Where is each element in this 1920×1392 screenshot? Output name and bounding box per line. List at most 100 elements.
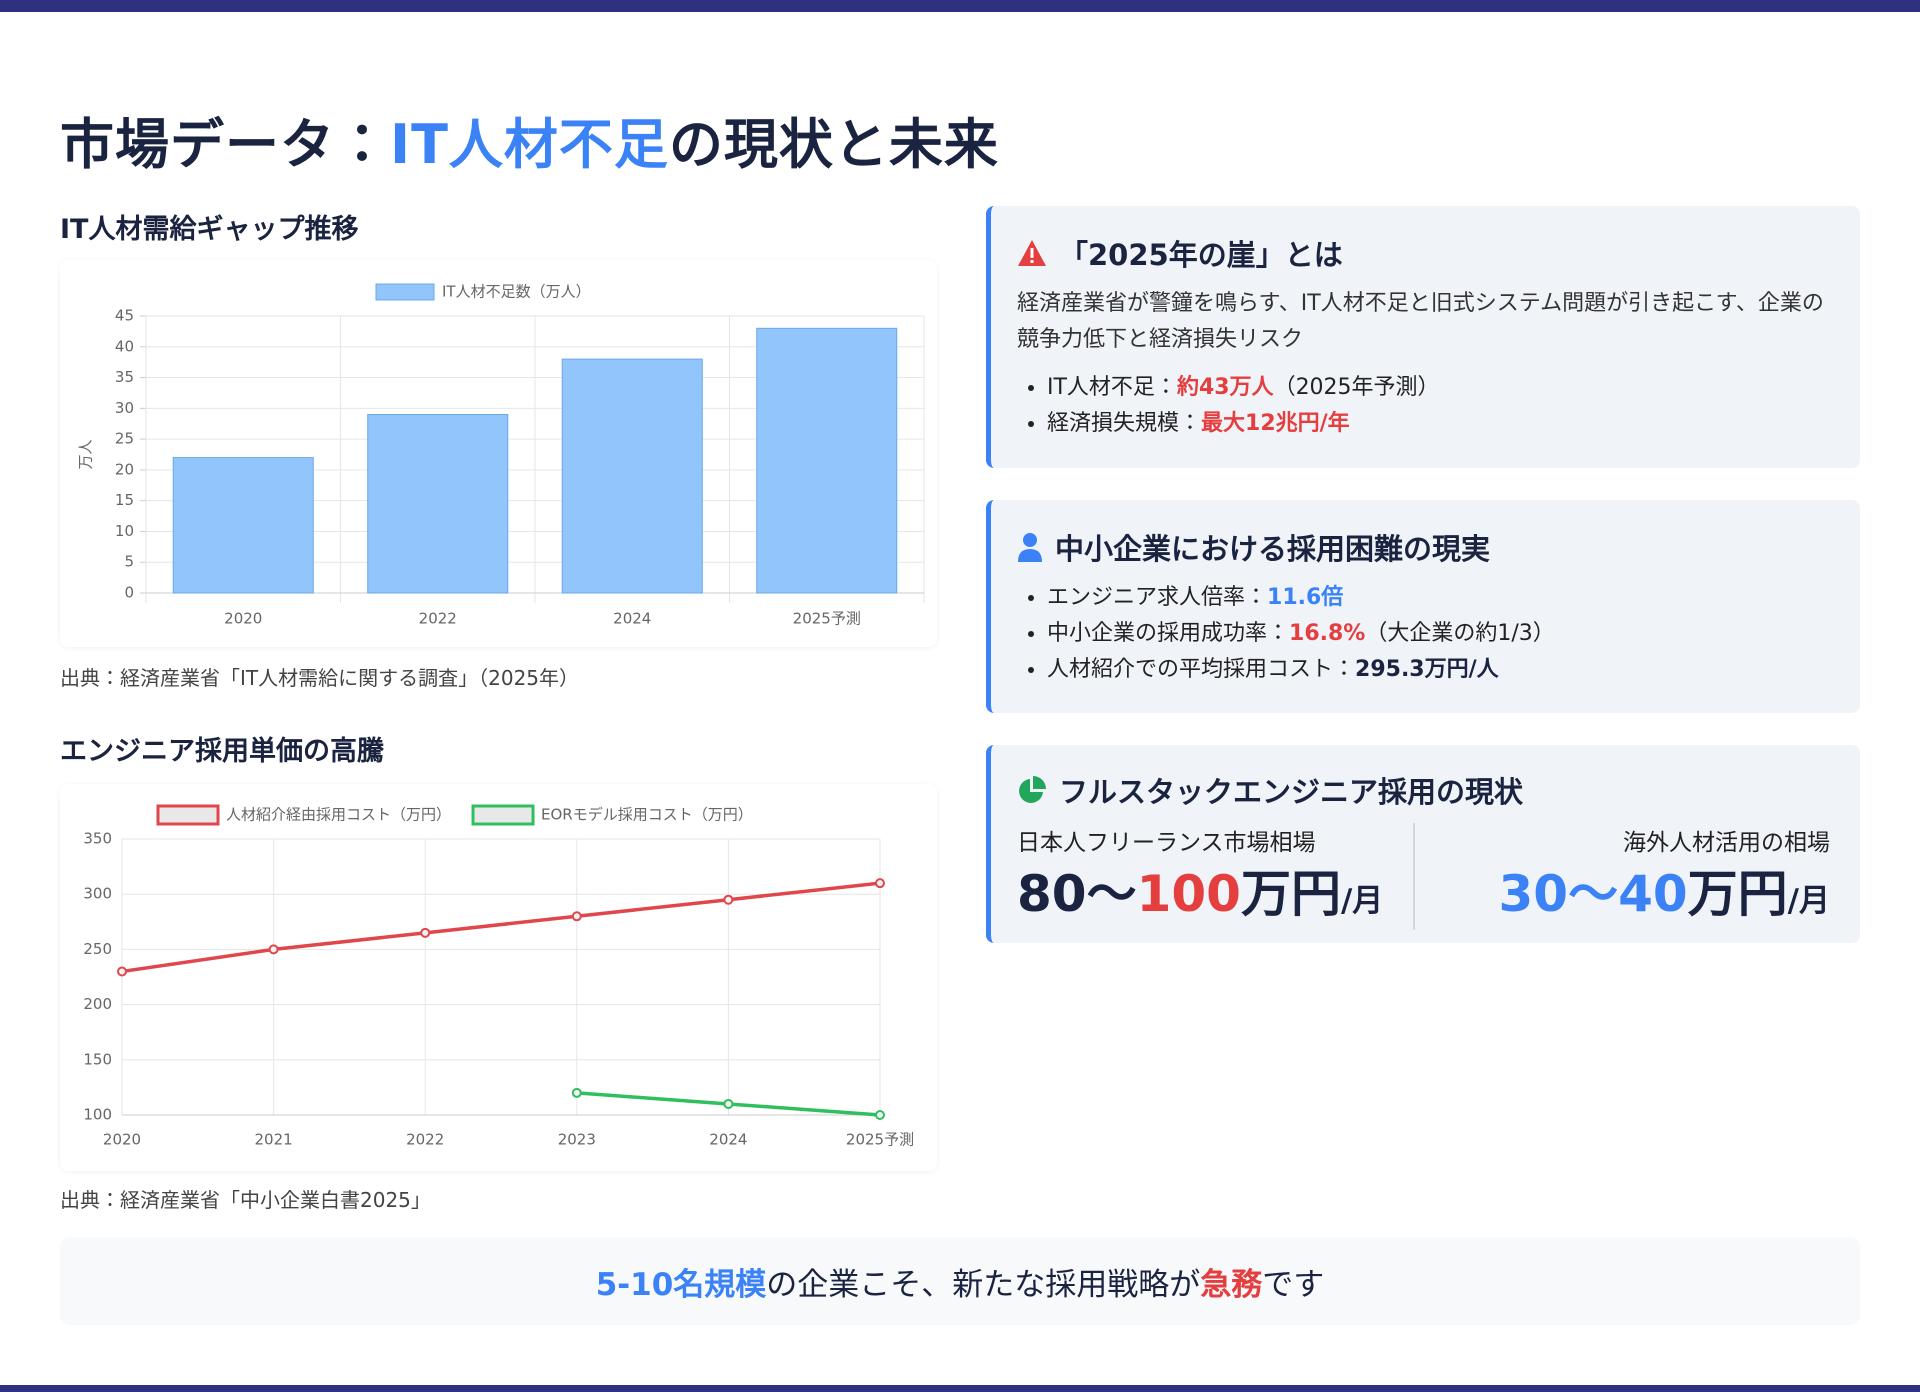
text-segment: 5-10名規模 (595, 1266, 767, 1303)
bullet-item: 人材紹介での平均採用コスト：295.3万円/人 (1047, 652, 1830, 688)
top-bar (0, 0, 1920, 12)
x-tick-label: 2024 (613, 610, 651, 628)
card-description: 経済産業省が警鐘を鳴らす、IT人材不足と旧式システム問題が引き起こす、企業の競争… (1017, 291, 1824, 352)
legend-swatch (375, 283, 435, 301)
y-tick-label: 350 (83, 830, 112, 848)
chart-title: エンジニア採用単価の高騰 (60, 736, 384, 767)
info-card: 中小企業における採用困難の現実 エンジニア求人倍率：11.6倍中小企業の採用成功… (986, 500, 1860, 713)
card-title: 「2025年の崖」とは (1059, 238, 1343, 272)
rate-column: 海外人材活用の相場 30〜40万円/月 (1412, 823, 1830, 930)
line-point (571, 1087, 582, 1098)
y-tick-label: 45 (115, 307, 134, 325)
y-tick-label: 150 (83, 1050, 112, 1068)
legend-label: EORモデル採用コスト（万円） (541, 806, 753, 824)
line-chart: 100 150 200 250 300 350 2020 2021 2022 2023 2024 20… (83, 804, 914, 1149)
y-tick-label: 300 (83, 885, 112, 903)
text-segment: 295.3万円/人 (1355, 657, 1499, 682)
text-segment: 30〜40 (1498, 865, 1688, 923)
line-point (420, 927, 431, 938)
x-tick-label: 2022 (406, 1131, 444, 1149)
chart-box: 100 150 200 250 300 350 2020 2021 2022 2023 2024 20… (60, 784, 937, 1171)
x-tick-label: 2020 (103, 1131, 141, 1149)
bullet-item: IT人材不足：約43万人（2025年予測） (1047, 370, 1830, 406)
text-segment: 人材紹介での平均採用コスト： (1047, 657, 1356, 682)
y-tick-label: 250 (83, 940, 112, 958)
line-point (875, 1110, 885, 1120)
card-title: 中小企業における採用困難の現実 (1055, 532, 1491, 566)
y-tick-label: 35 (115, 368, 134, 386)
legend-label: 人材紹介経由採用コスト（万円） (226, 806, 451, 824)
text-segment: エンジニア求人倍率： (1047, 585, 1268, 610)
text-segment: 経済損失規模： (1047, 411, 1202, 436)
person-icon (1018, 533, 1042, 562)
text-segment: 中小企業の採用成功率： (1047, 621, 1290, 646)
line-point (571, 911, 582, 922)
warning-icon (1018, 240, 1046, 266)
pie-icon (1019, 776, 1046, 803)
legend-label: IT人材不足数（万人） (442, 283, 591, 301)
rate-columns: 日本人フリーランス市場相場 80〜100万円/月 海外人材活用の相場 30〜40万円/… (1017, 823, 1830, 930)
line-point (875, 878, 885, 889)
legend-swatch (156, 804, 220, 826)
text-segment: の現状と未来 (668, 113, 999, 176)
rate-unit: /月 (1340, 883, 1384, 919)
line-point (268, 944, 279, 955)
y-tick-label: 5 (124, 553, 134, 571)
text-segment: です (1262, 1266, 1325, 1303)
bullet-list: エンジニア求人倍率：11.6倍中小企業の採用成功率：16.8%（大企業の約1/3… (1017, 580, 1830, 688)
y-tick-label: 100 (83, 1106, 112, 1124)
chart-box: 0 5 10 15 20 25 30 35 40 45 万人 IT人材不足数（万人） 2020 2022 2… (60, 260, 937, 647)
footer-message: 5-10名規模 の企業こそ、新たな採用戦略が 急務 です (60, 1237, 1860, 1325)
info-card: フルスタックエンジニア採用の現状 日本人フリーランス市場相場 80〜100万円/月… (986, 745, 1860, 943)
bullet-item: エンジニア求人倍率：11.6倍 (1047, 580, 1830, 616)
y-tick-label: 200 (83, 995, 112, 1013)
y-tick-label: 20 (115, 460, 134, 478)
bar (561, 358, 703, 594)
line-point (723, 1098, 734, 1109)
text-segment: （大企業の約1/3） (1365, 621, 1555, 646)
x-tick-label: 2025予測 (793, 610, 861, 628)
text-segment: 市場データ： (60, 113, 390, 176)
page-title: 市場データ：IT人材不足の現状と未来 (60, 100, 999, 179)
text-segment: 16.8% (1289, 621, 1366, 646)
bar (756, 327, 898, 594)
text-segment: 80〜 (1017, 865, 1137, 923)
text-segment: 約43万人 (1176, 375, 1274, 400)
line-point (117, 966, 127, 977)
chart-title: IT人材需給ギャップ推移 (60, 214, 359, 245)
rate-column: 日本人フリーランス市場相場 80〜100万円/月 (1017, 823, 1413, 930)
text-segment: 11.6倍 (1267, 585, 1344, 610)
source-note: 出典：経済産業省「中小企業白書2025」 (60, 1188, 431, 1212)
card-heading: 「2025年の崖」とは (1017, 232, 1830, 274)
line-series (121, 881, 881, 974)
rate-label: 日本人フリーランス市場相場 (1017, 830, 1316, 856)
x-tick-label: 2021 (255, 1131, 293, 1149)
bottom-bar (0, 1385, 1920, 1392)
y-tick-label: 30 (115, 399, 134, 417)
text-segment: 最大12兆円/年 (1201, 411, 1350, 436)
y-tick-label: 25 (115, 430, 134, 448)
text-segment: 万円 (1240, 865, 1341, 923)
text-segment: の企業こそ、新たな採用戦略が (766, 1266, 1201, 1303)
text-segment: 100 (1136, 865, 1241, 923)
rate-unit: /月 (1787, 883, 1830, 919)
legend-swatch (471, 804, 535, 826)
y-tick-label: 40 (115, 337, 134, 355)
card-heading: フルスタックエンジニア採用の現状 (1017, 769, 1830, 811)
text-segment: IT人材不足： (1047, 375, 1177, 400)
text-segment: IT人材不足 (390, 113, 669, 176)
bar (367, 413, 509, 594)
rate-label: 海外人材活用の相場 (1623, 830, 1830, 856)
text-segment: （2025年予測） (1273, 375, 1440, 400)
x-tick-label: 2020 (224, 610, 262, 628)
line-point (723, 894, 734, 905)
bullet-list: IT人材不足：約43万人（2025年予測）経済損失規模：最大12兆円/年 (1017, 370, 1830, 442)
bullet-item: 経済損失規模：最大12兆円/年 (1047, 406, 1830, 442)
source-note: 出典：経済産業省「IT人材需給に関する調査」（2025年） (60, 666, 580, 690)
card-heading: 中小企業における採用困難の現実 (1017, 526, 1830, 568)
y-tick-label: 10 (115, 522, 134, 540)
bar (172, 457, 314, 594)
y-tick-label: 0 (124, 584, 134, 602)
rate-value: 80〜100万円/月 (1017, 865, 1413, 930)
